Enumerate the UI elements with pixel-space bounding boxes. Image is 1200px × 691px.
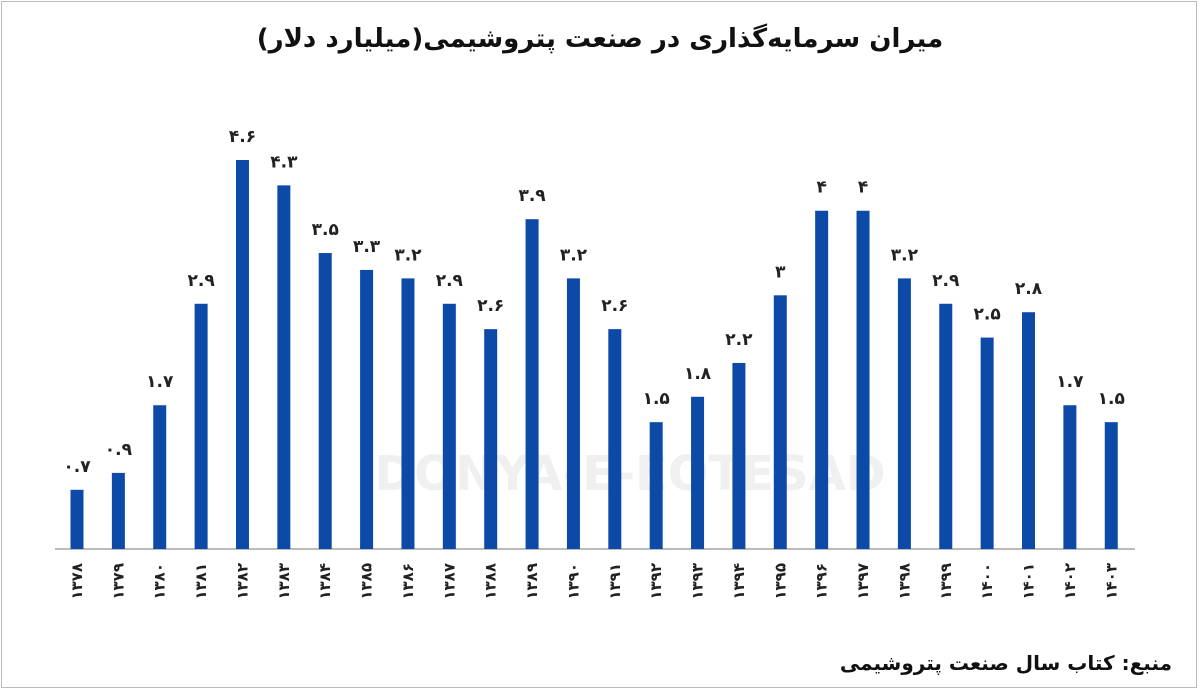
- bar-6: [318, 253, 332, 550]
- bar-21: [939, 303, 953, 549]
- bar-12: [566, 278, 580, 549]
- x-tick-label-10: ۱۳۸۸: [482, 563, 500, 600]
- value-label-20: ۳.۲: [891, 245, 919, 265]
- bar-11: [525, 219, 539, 549]
- x-tick-label-3: ۱۳۸۱: [192, 563, 210, 600]
- value-label-6: ۳.۵: [312, 220, 339, 240]
- x-tick-label-21: ۱۳۹۹: [937, 563, 955, 600]
- x-tick-label-0: ۱۳۷۸: [68, 563, 86, 600]
- bar-24: [1063, 405, 1077, 549]
- value-label-19: ۴: [858, 178, 868, 198]
- bar-17: [773, 295, 787, 549]
- value-label-25: ۱.۵: [1098, 389, 1125, 409]
- value-label-24: ۱.۷: [1056, 372, 1084, 392]
- x-tick-label-8: ۱۳۸۶: [399, 563, 417, 600]
- x-tick-label-9: ۱۳۸۷: [440, 563, 458, 600]
- bar-10: [484, 329, 498, 549]
- x-tick-label-20: ۱۳۹۸: [895, 563, 913, 600]
- value-label-16: ۲.۲: [725, 330, 753, 350]
- x-tick-label-2: ۱۳۸۰: [151, 563, 169, 600]
- value-label-22: ۲.۵: [974, 305, 1001, 325]
- value-label-21: ۲.۹: [932, 271, 960, 291]
- x-tick-label-7: ۱۳۸۵: [358, 563, 376, 600]
- value-label-14: ۱.۵: [643, 389, 670, 409]
- bar-15: [691, 396, 705, 549]
- value-label-1: ۰.۹: [105, 440, 133, 460]
- value-label-15: ۱.۸: [684, 364, 712, 384]
- bar-8: [401, 278, 415, 549]
- value-label-0: ۰.۷: [63, 457, 91, 477]
- x-tick-label-15: ۱۳۹۳: [689, 563, 707, 600]
- bar-19: [856, 210, 870, 549]
- x-tick-label-18: ۱۳۹۶: [813, 563, 831, 600]
- bar-22: [980, 337, 994, 549]
- x-tick-label-16: ۱۳۹۴: [730, 563, 748, 600]
- value-label-5: ۴.۳: [270, 152, 298, 172]
- x-tick-label-24: ۱۴۰۲: [1061, 563, 1079, 600]
- value-label-3: ۲.۹: [188, 271, 216, 291]
- value-label-8: ۳.۲: [394, 245, 422, 265]
- x-tick-label-1: ۱۳۷۹: [109, 563, 127, 600]
- value-label-9: ۲.۹: [436, 271, 464, 291]
- bar-0: [70, 489, 84, 549]
- bar-1: [111, 472, 125, 549]
- bar-7: [360, 269, 374, 549]
- bar-4: [235, 160, 249, 549]
- x-tick-label-11: ۱۳۸۹: [523, 563, 541, 600]
- value-label-2: ۱.۷: [146, 372, 174, 392]
- x-tick-label-17: ۱۳۹۵: [771, 563, 789, 600]
- x-tick-label-23: ۱۴۰۱: [1020, 563, 1038, 600]
- bar-23: [1022, 312, 1036, 549]
- value-label-23: ۲.۸: [1015, 279, 1043, 299]
- bar-13: [608, 329, 622, 549]
- x-tick-label-13: ۱۳۹۱: [606, 563, 624, 600]
- x-tick-label-19: ۱۳۹۷: [854, 563, 872, 600]
- x-tick-label-5: ۱۳۸۳: [275, 563, 293, 600]
- value-label-4: ۴.۶: [229, 127, 256, 147]
- value-label-13: ۲.۶: [601, 296, 628, 316]
- watermark: DONYA-E-EQTESAD: [374, 446, 885, 502]
- bar-18: [815, 210, 829, 549]
- value-label-12: ۳.۲: [560, 245, 588, 265]
- x-tick-label-4: ۱۳۸۲: [233, 563, 251, 600]
- value-label-17: ۳: [775, 262, 786, 282]
- bar-3: [194, 303, 208, 549]
- x-tick-label-12: ۱۳۹۰: [564, 563, 582, 600]
- bar-25: [1104, 422, 1118, 549]
- value-label-7: ۳.۳: [353, 237, 381, 257]
- x-tick-label-14: ۱۳۹۲: [647, 563, 665, 600]
- x-tick-label-25: ۱۴۰۳: [1102, 563, 1120, 600]
- value-label-10: ۲.۶: [477, 296, 504, 316]
- value-label-18: ۴: [816, 178, 826, 198]
- bar-2: [153, 405, 167, 549]
- bar-14: [649, 422, 663, 549]
- x-tick-label-22: ۱۴۰۰: [978, 563, 996, 600]
- bar-9: [442, 303, 456, 549]
- x-tick-label-6: ۱۳۸۴: [316, 563, 334, 600]
- bar-20: [897, 278, 911, 549]
- bar-5: [277, 185, 291, 549]
- source-note: منبع: کتاب سال صنعت پتروشیمی: [839, 651, 1172, 675]
- bar-16: [732, 362, 746, 549]
- value-label-11: ۳.۹: [518, 186, 546, 206]
- chart-title: میران سرمایه‌گذاری در صنعت پتروشیمی(میلی…: [256, 24, 944, 54]
